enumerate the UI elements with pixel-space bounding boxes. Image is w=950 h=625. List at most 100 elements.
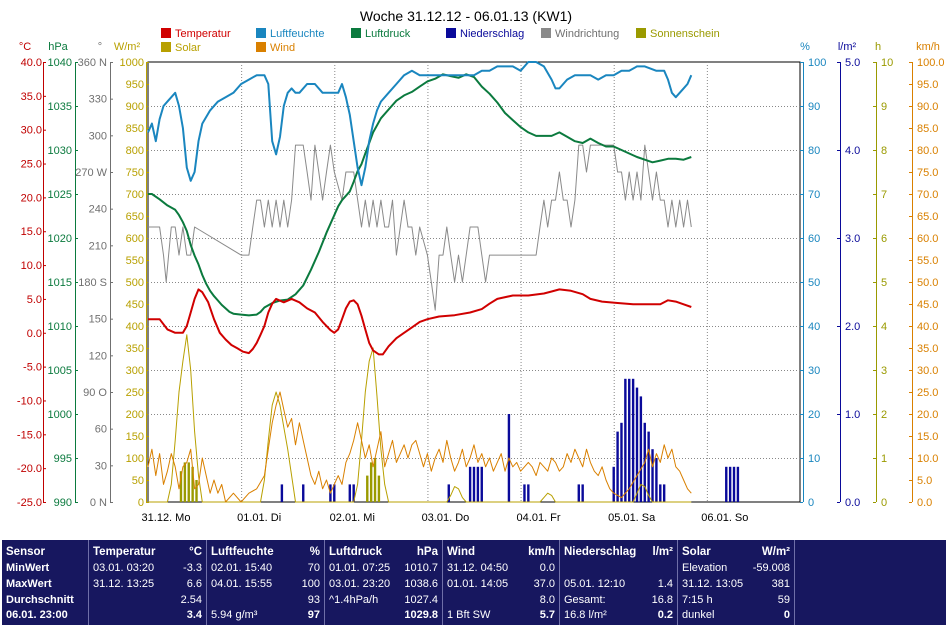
humidity-tick-label: 0 xyxy=(808,497,814,509)
solar-tick-label: 500 xyxy=(126,277,144,289)
day-label: 05.01. Sa xyxy=(608,512,656,524)
cell-label: 02.01. 15:40 xyxy=(211,562,273,574)
solar-tick-label: 150 xyxy=(126,431,144,443)
bar-niederschlag xyxy=(616,431,619,502)
table-row: dunkel 0 xyxy=(682,609,790,621)
temp-tick-label: 40.0 xyxy=(21,57,42,69)
bar-niederschlag xyxy=(662,484,666,502)
sun-tick-label: 3 xyxy=(881,365,887,377)
legend-swatch xyxy=(161,42,171,52)
cell-label: 5.94 g/m³ xyxy=(211,609,258,621)
solar-tick-label: 750 xyxy=(126,167,144,179)
rain-axis-unit: l/m² xyxy=(838,41,857,53)
bar-niederschlag xyxy=(635,387,639,502)
wind-tick-label: 50.0 xyxy=(917,277,938,289)
statistics-table: Sensor MinWert MaxWert Durchschnitt 06.01. 2… xyxy=(2,540,946,625)
cell-label: Niederschlag xyxy=(564,546,637,558)
cell-label: 7:15 h xyxy=(682,594,713,606)
wind-tick-label: 85.0 xyxy=(917,123,938,135)
pressure-tick-label: 1020 xyxy=(48,233,72,245)
table-row: 03.01. 03:20 -3.3 xyxy=(93,562,202,574)
cell-label: Durchschnitt xyxy=(6,594,74,606)
wind-tick-label: 95.0 xyxy=(917,79,938,91)
series-line-solar xyxy=(148,334,692,503)
temp-tick-label: -10.0 xyxy=(17,395,42,407)
day-label: 01.01. Di xyxy=(237,512,281,524)
sun-tick-label: 6 xyxy=(881,233,887,245)
cell-label: 31.12. 13:25 xyxy=(93,578,155,590)
temp-tick-label: -5.0 xyxy=(23,362,42,374)
cell-label: 01.01. 14:05 xyxy=(447,578,509,590)
temp-tick-label: 5.0 xyxy=(27,294,42,306)
table-row: 31.12. 13:25 6.6 xyxy=(93,578,202,590)
sun-tick-label: 1 xyxy=(881,453,887,465)
solar-tick-label: 950 xyxy=(126,79,144,91)
cell-label: ^1.4hPa/h xyxy=(329,594,379,606)
legend-swatch xyxy=(256,42,266,52)
bar-niederschlag xyxy=(639,396,643,502)
wind-tick-label: 65.0 xyxy=(917,211,938,223)
table-row: 1029.8 xyxy=(329,609,438,621)
table-header: Wind km/h xyxy=(447,546,555,558)
series-line-luftfeuchte xyxy=(147,61,693,187)
solar-tick-label: 200 xyxy=(126,409,144,421)
grid xyxy=(148,62,800,502)
temp-tick-label: 0.0 xyxy=(27,328,42,340)
table-row: 01.01. 07:25 1010.7 xyxy=(329,562,438,574)
sun-tick-label: 4 xyxy=(881,321,887,333)
bar-sonnenschein xyxy=(183,462,187,502)
cell-value: 37.0 xyxy=(533,578,555,590)
winddir-tick-label: 330 xyxy=(89,94,107,106)
cell-label: MinWert xyxy=(6,562,50,574)
bar-niederschlag xyxy=(655,458,658,502)
cell-label: 1 Bft SW xyxy=(447,609,491,621)
bar-niederschlag xyxy=(620,422,623,502)
table-row: MaxWert xyxy=(6,578,84,590)
legend-label: Niederschlag xyxy=(460,28,524,40)
cell-value: 59 xyxy=(777,594,790,606)
pressure-tick-label: 1000 xyxy=(48,409,72,421)
winddir-tick-label: 30 xyxy=(95,460,107,472)
cell-label: Wind xyxy=(447,546,475,558)
humidity-tick-label: 60 xyxy=(808,233,820,245)
solar-tick-label: 850 xyxy=(126,123,144,135)
bar-niederschlag xyxy=(612,466,615,502)
sun-tick-label: 5 xyxy=(881,277,887,289)
humidity-tick-label: 70 xyxy=(808,189,820,201)
winddir-tick-label: 210 xyxy=(89,240,107,252)
table-row: 05.01. 12:10 1.4 xyxy=(564,578,673,590)
cell-label: 03.01. 03:20 xyxy=(93,562,155,574)
bar-niederschlag xyxy=(352,484,355,502)
sun-tick-label: 2 xyxy=(881,409,887,421)
temp-tick-label: 20.0 xyxy=(21,192,42,204)
cell-label: Temperatur xyxy=(93,546,156,558)
solar-tick-label: 350 xyxy=(126,343,144,355)
solar-tick-label: 1000 xyxy=(120,57,144,69)
table-row: 3.4 xyxy=(93,609,202,621)
winddir-tick-label: 0 N xyxy=(90,497,107,509)
legend-swatch xyxy=(161,28,171,38)
day-label: 06.01. So xyxy=(701,512,748,524)
temp-tick-label: -20.0 xyxy=(17,463,42,475)
bar-niederschlag xyxy=(302,484,305,502)
bar-niederschlag xyxy=(348,484,352,502)
bar-sonnenschein xyxy=(369,462,373,502)
day-label: 02.01. Mi xyxy=(330,512,375,524)
table-row: MinWert xyxy=(6,562,84,574)
bar-niederschlag xyxy=(736,466,740,502)
table-row: 16.8 l/m² 0.2 xyxy=(564,609,673,621)
pressure-tick-label: 1040 xyxy=(48,57,72,69)
sun-axis-unit: h xyxy=(875,41,881,53)
rain-tick-label: 0.0 xyxy=(845,497,860,509)
pressure-tick-label: 1015 xyxy=(48,277,72,289)
cell-value: 8.0 xyxy=(539,594,555,606)
sun-tick-label: 0 xyxy=(881,497,887,509)
table-row: 93 xyxy=(211,594,320,606)
bar-niederschlag xyxy=(468,466,472,502)
cell-label: Elevation xyxy=(682,562,728,574)
cell-value: hPa xyxy=(416,546,438,558)
series-line-windrichtung xyxy=(148,144,692,311)
cell-label: Luftdruck xyxy=(329,546,383,558)
wind-tick-label: 35.0 xyxy=(917,343,938,355)
legend-label: Sonnenschein xyxy=(650,28,720,40)
